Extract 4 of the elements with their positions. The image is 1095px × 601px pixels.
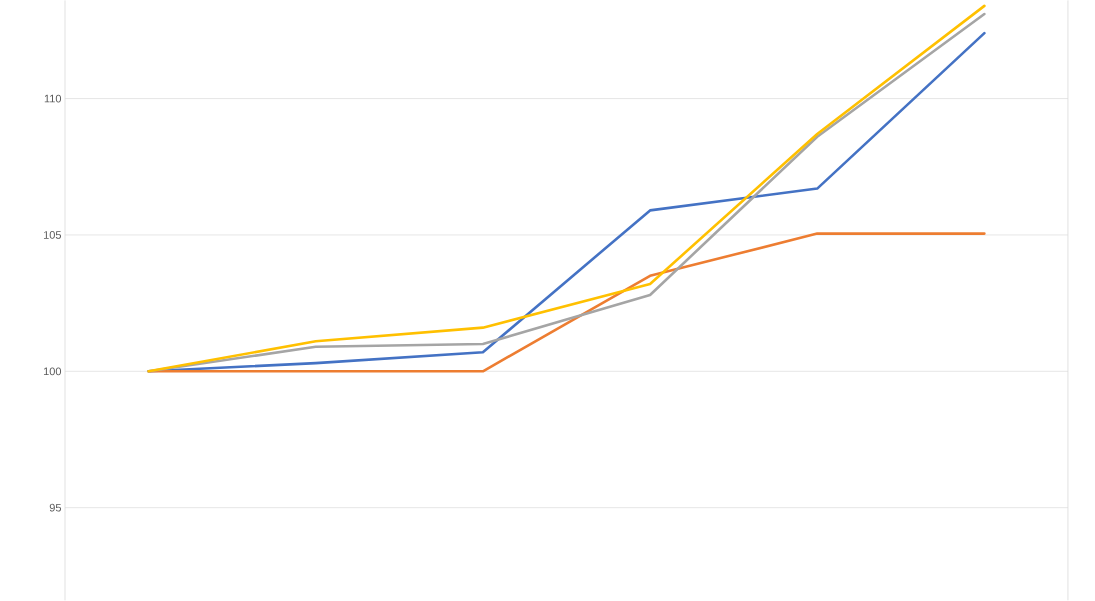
y-tick-label: 100 bbox=[43, 367, 62, 376]
y-tick-label: 105 bbox=[43, 231, 62, 239]
y-tick-label: 110 bbox=[44, 94, 62, 103]
y-tick-label: 95 bbox=[49, 503, 62, 512]
